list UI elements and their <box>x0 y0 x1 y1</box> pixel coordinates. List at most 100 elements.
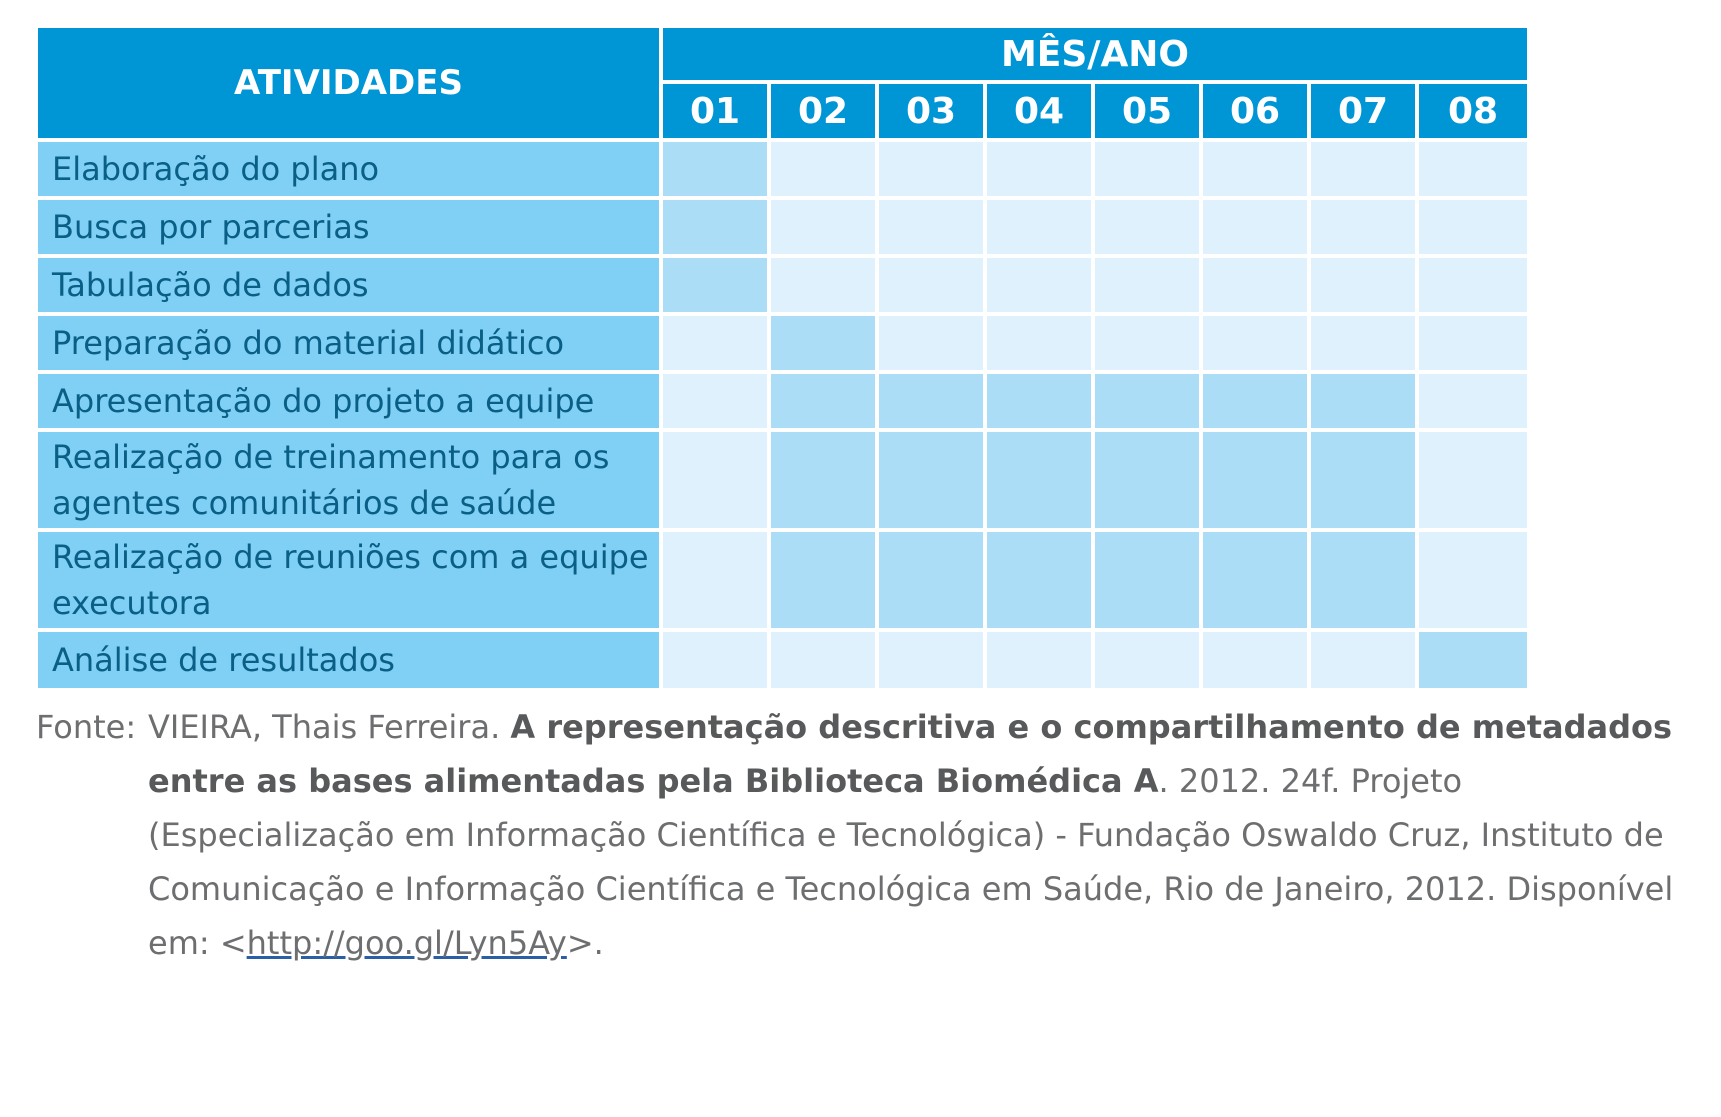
month-cell <box>1095 258 1203 316</box>
activities-header: ATIVIDADES <box>38 28 663 142</box>
month-cell <box>1203 632 1311 688</box>
month-cell <box>1095 432 1203 532</box>
source-closing: >. <box>566 924 604 962</box>
month-cell <box>879 142 987 200</box>
month-cell <box>771 142 879 200</box>
month-cell <box>1419 142 1527 200</box>
activity-label: Apresentação do projeto a equipe <box>38 374 663 432</box>
activity-label: Realização de treinamento para os agentes… <box>38 432 663 532</box>
month-cell <box>663 258 771 316</box>
activity-label: Preparação do material didático <box>38 316 663 374</box>
month-cell <box>1311 200 1419 258</box>
source-title: A representação descritiva e o compartil… <box>148 708 1673 800</box>
activity-label: Tabulação de dados <box>38 258 663 316</box>
month-cell <box>663 200 771 258</box>
month-cell <box>1203 200 1311 258</box>
month-cell <box>663 142 771 200</box>
source-label: Fonte: <box>36 708 137 746</box>
month-cell <box>879 532 987 632</box>
month-cell <box>987 258 1095 316</box>
month-cell <box>1095 632 1203 688</box>
month-cell <box>879 258 987 316</box>
month-cell <box>1203 532 1311 632</box>
table-row: Preparação do material didático <box>38 316 1527 374</box>
month-cell <box>771 374 879 432</box>
month-header: 02 <box>771 84 879 142</box>
table-row: Elaboração do plano <box>38 142 1527 200</box>
month-cell <box>1419 374 1527 432</box>
activity-label-line: Preparação do material didático <box>52 324 565 362</box>
month-cell <box>1203 374 1311 432</box>
month-cell <box>987 142 1095 200</box>
month-cell <box>1311 432 1419 532</box>
month-header: 06 <box>1203 84 1311 142</box>
source-citation: Fonte: VIEIRA, Thais Ferreira. A represe… <box>36 700 1676 970</box>
month-header: 07 <box>1311 84 1419 142</box>
table-row: Busca por parcerias <box>38 200 1527 258</box>
month-header: 04 <box>987 84 1095 142</box>
source-link[interactable]: http://goo.gl/Lyn5Ay <box>246 924 567 962</box>
month-cell <box>1203 258 1311 316</box>
month-cell <box>1419 432 1527 532</box>
month-cell <box>1419 632 1527 688</box>
month-cell <box>987 316 1095 374</box>
source-author: VIEIRA, Thais Ferreira. <box>148 708 501 746</box>
month-cell <box>1419 258 1527 316</box>
month-cell <box>1311 374 1419 432</box>
month-cell <box>771 200 879 258</box>
month-cell <box>1203 316 1311 374</box>
source-body: VIEIRA, Thais Ferreira. A representação … <box>148 700 1676 970</box>
month-cell <box>663 532 771 632</box>
activity-label-line: Realização de reuniões com a equipe <box>52 538 649 576</box>
month-header: 03 <box>879 84 987 142</box>
month-cell <box>1095 200 1203 258</box>
month-cell <box>1203 142 1311 200</box>
month-cell <box>1095 316 1203 374</box>
month-cell <box>771 258 879 316</box>
activity-label-line: Elaboração do plano <box>52 150 380 188</box>
month-cell <box>987 532 1095 632</box>
activity-label: Análise de resultados <box>38 632 663 688</box>
month-cell <box>879 200 987 258</box>
table-row: Tabulação de dados <box>38 258 1527 316</box>
activity-label: Busca por parcerias <box>38 200 663 258</box>
table-row: Análise de resultados <box>38 632 1527 688</box>
month-cell <box>987 432 1095 532</box>
month-cell <box>1095 532 1203 632</box>
month-cell <box>663 316 771 374</box>
activity-label-line: executora <box>52 584 212 622</box>
table-row: Realização de reuniões com a equipe execu… <box>38 532 1527 632</box>
month-cell <box>663 632 771 688</box>
activity-label-line: Tabulação de dados <box>52 266 369 304</box>
month-header: 08 <box>1419 84 1527 142</box>
month-cell <box>1311 532 1419 632</box>
table-row: Realização de treinamento para os agentes… <box>38 432 1527 532</box>
month-cell <box>879 432 987 532</box>
month-cell <box>879 316 987 374</box>
month-cell <box>1419 316 1527 374</box>
month-cell <box>879 632 987 688</box>
month-cell <box>1095 142 1203 200</box>
month-cell <box>987 632 1095 688</box>
month-cell <box>1311 142 1419 200</box>
month-cell <box>1095 374 1203 432</box>
month-cell <box>771 316 879 374</box>
month-cell <box>1311 316 1419 374</box>
source-details: . 2012. 24f. Projeto (Especialização em … <box>148 762 1674 962</box>
activity-label-line: Realização de treinamento para os <box>52 438 610 476</box>
month-cell <box>771 632 879 688</box>
month-cell <box>987 200 1095 258</box>
activity-label-line: Apresentação do projeto a equipe <box>52 382 595 420</box>
month-cell <box>1419 532 1527 632</box>
month-cell <box>663 374 771 432</box>
activity-label-line: agentes comunitários de saúde <box>52 484 557 522</box>
activity-label: Elaboração do plano <box>38 142 663 200</box>
month-cell <box>1311 632 1419 688</box>
period-header: MÊS/ANO <box>663 28 1527 84</box>
month-cell <box>771 532 879 632</box>
month-cell <box>1311 258 1419 316</box>
month-cell <box>1419 200 1527 258</box>
activity-label: Realização de reuniões com a equipe execu… <box>38 532 663 632</box>
month-cell <box>771 432 879 532</box>
activity-label-line: Análise de resultados <box>52 641 395 679</box>
